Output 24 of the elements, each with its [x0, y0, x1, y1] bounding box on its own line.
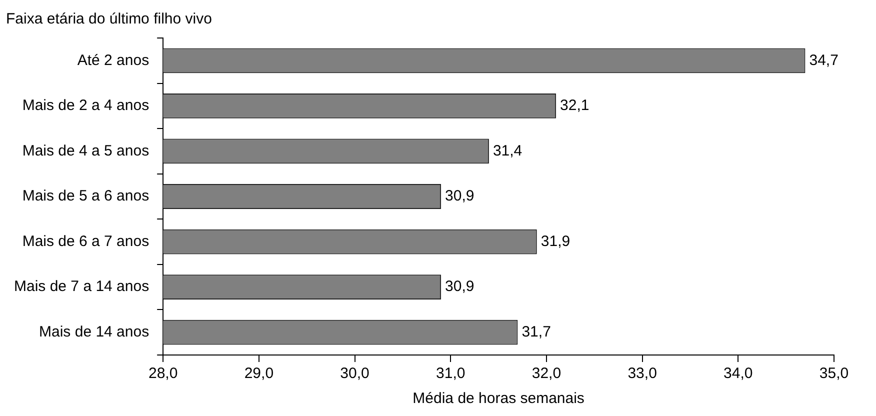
data-label: 32,1: [560, 97, 590, 114]
y-tick-label: Mais de 5 a 6 anos: [22, 188, 150, 205]
x-tick-label: 35,0: [819, 365, 849, 382]
y-tick-label: Mais de 6 a 7 anos: [22, 232, 150, 250]
x-tick-label: 28,0: [148, 365, 178, 382]
data-label: 31,9: [540, 232, 570, 250]
x-tick-label: 29,0: [244, 365, 274, 382]
y-tick-label: Até 2 anos: [77, 52, 150, 69]
data-label: 31,4: [492, 142, 522, 160]
x-tick-label: 31,0: [436, 365, 466, 382]
x-tick-label: 30,0: [340, 365, 370, 382]
data-label: 34,7: [809, 52, 838, 69]
x-tick-label: 33,0: [628, 365, 657, 382]
x-tick-label: 32,0: [532, 365, 562, 382]
data-label: 30,9: [445, 188, 474, 205]
y-tick-label: Mais de 14 anos: [39, 324, 150, 340]
y-tick-label: Mais de 2 a 4 anos: [22, 97, 150, 114]
x-axis-title: Média de horas semanais: [412, 390, 584, 408]
data-label: 31,7: [522, 324, 551, 340]
y-axis-title: Faixa etária do último filho vivo: [6, 10, 212, 28]
x-tick-label: 34,0: [724, 365, 753, 382]
y-tick-label: Mais de 7 a 14 anos: [14, 278, 150, 296]
data-label: 30,9: [445, 278, 474, 296]
y-tick-label: Mais de 4 a 5 anos: [22, 142, 150, 160]
